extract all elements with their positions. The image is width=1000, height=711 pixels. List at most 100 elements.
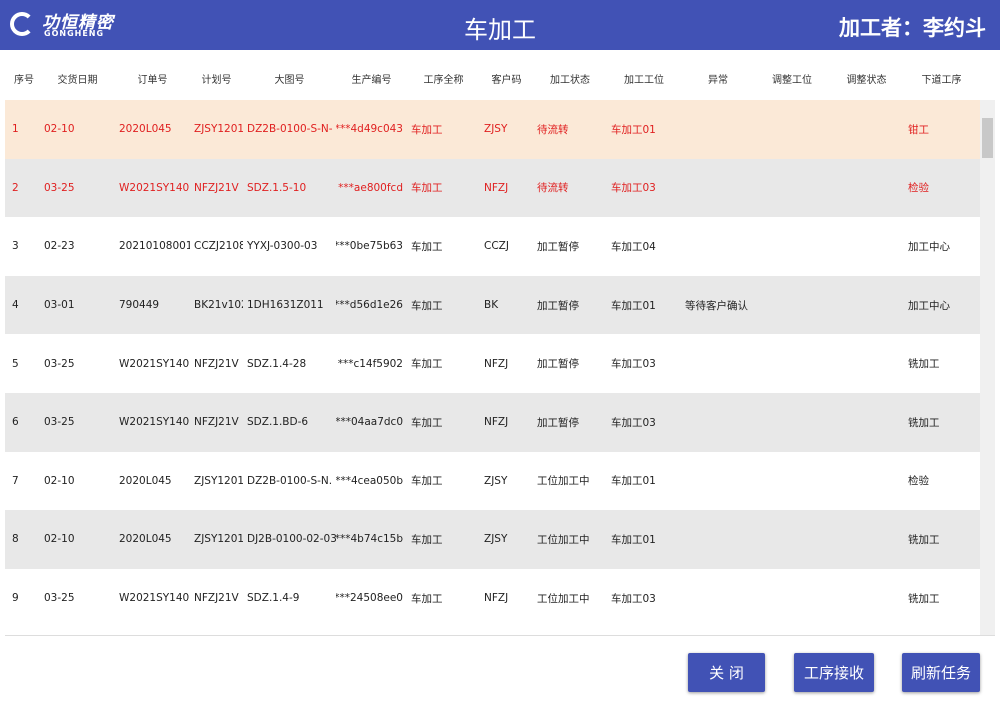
table-cell: 加工暂停: [537, 416, 579, 429]
table-cell: ***4d49c043: [336, 123, 403, 136]
table-cell: 5: [12, 357, 19, 370]
table-cell: 钳工: [908, 123, 929, 136]
table-cell: 加工暂停: [537, 299, 579, 312]
table-cell: 7: [12, 474, 19, 487]
table-cell: 加工中心: [908, 299, 950, 312]
column-header: 客户码: [491, 74, 522, 86]
table-cell: DJ2B-0100-02-03: [247, 533, 336, 546]
table-cell: 加工暂停: [537, 358, 579, 371]
table-cell: CCZJ2108: [194, 240, 243, 253]
scrollbar[interactable]: [980, 100, 995, 635]
table-row[interactable]: 6 03-25 W2021SY140 NFZJ21V SDZ.1.BD-6 ***04aa…: [5, 393, 980, 452]
table-cell: DZ2B-0100-S-N-: [247, 123, 333, 136]
table-cell: ***4cea050b: [336, 474, 403, 487]
table-cell: 车加工: [411, 533, 443, 546]
table-cell: 02-10: [44, 474, 75, 487]
table-cell: 车加工01: [611, 475, 656, 488]
table-cell: 车加工04: [611, 240, 656, 253]
column-header: 序号: [14, 74, 34, 86]
table-cell: 车加工03: [611, 358, 656, 371]
table-cell: 车加工03: [611, 416, 656, 429]
table-cell: 车加工01: [611, 299, 656, 312]
table-cell: 2020L045: [119, 474, 172, 487]
table-cell: 02-10: [44, 123, 75, 136]
table-cell: ZJSY: [484, 123, 508, 136]
table-cell: 铣加工: [908, 416, 940, 429]
table-cell: 铣加工: [908, 358, 940, 371]
table-cell: 车加工: [411, 475, 443, 488]
table-cell: SDZ.1.BD-6: [247, 416, 309, 429]
table-cell: 2020L045: [119, 533, 172, 546]
table-row[interactable]: 8 02-10 2020L045 ZJSY1201 DJ2B-0100-02-03 ***…: [5, 510, 980, 569]
task-table: 序号 交货日期 订单号 计划号 大图号 生产编号 工序全称 客户码 加工状态 加工工位 异常 调整工位…: [5, 57, 995, 636]
table-cell: 8: [12, 533, 19, 546]
close-button[interactable]: 关 闭: [688, 653, 765, 692]
column-header: 大图号: [274, 74, 305, 86]
table-cell: 9: [12, 592, 19, 605]
logo: 功恒精密: [42, 13, 114, 33]
table-cell: 检验: [908, 475, 929, 488]
table-cell: NFZJ21V: [194, 181, 239, 194]
table-cell: ***ae800fcd: [338, 181, 403, 194]
table-cell: W2021SY140: [119, 416, 190, 429]
refresh-button[interactable]: 刷新任务: [902, 653, 980, 692]
table-cell: 03-25: [44, 181, 75, 194]
table-cell: 02-10: [44, 533, 75, 546]
table-row[interactable]: 2 03-25 W2021SY140 NFZJ21V SDZ.1.5-10 ***ae80…: [5, 158, 980, 218]
table-cell: 20210108001: [119, 240, 190, 253]
table-row[interactable]: 7 02-10 2020L045 ZJSY1201 DZ2B-0100-S-N. ***4…: [5, 451, 980, 511]
table-cell: NFZJ21V: [194, 357, 239, 370]
table-cell: 铣加工: [908, 533, 940, 546]
table-cell: ***0be75b63: [336, 240, 403, 253]
column-header: 加工状态: [550, 74, 590, 86]
table-cell: 03-25: [44, 416, 75, 429]
table-row[interactable]: 4 03-01 790449 BK21v102 1DH1631Z011 ***d56d1e…: [5, 275, 980, 335]
column-header: 加工工位: [624, 74, 664, 86]
table-cell: 检验: [908, 182, 929, 195]
table-cell: NFZJ: [484, 357, 509, 370]
table-cell: 车加工: [411, 240, 443, 253]
table-cell: W2021SY140: [119, 181, 190, 194]
table-cell: 1: [12, 123, 19, 136]
column-header: 生产编号: [351, 74, 392, 86]
table-cell: SDZ.1.4-28: [247, 357, 307, 370]
column-header: 调整状态: [846, 74, 887, 86]
table-row[interactable]: 5 03-25 W2021SY140 NFZJ21V SDZ.1.4-28 ***c14f…: [5, 334, 980, 393]
table-cell: YYXJ-0300-03: [247, 240, 318, 253]
table-cell: NFZJ: [484, 592, 509, 605]
receive-button[interactable]: 工序接收: [794, 653, 874, 692]
table-cell: 等待客户确认: [685, 299, 748, 312]
table-cell: 车加工: [411, 592, 443, 605]
table-cell: ZJSY: [484, 533, 508, 546]
table-cell: 3: [12, 240, 19, 253]
table-cell: 车加工01: [611, 533, 656, 546]
table-cell: 车加工01: [611, 123, 656, 136]
logo-icon: [10, 12, 34, 36]
table-cell: W2021SY140: [119, 357, 190, 370]
table-cell: 2020L045: [119, 123, 172, 136]
scroll-thumb[interactable]: [982, 118, 993, 158]
table-cell: 待流转: [537, 182, 569, 195]
table-cell: 车加工: [411, 299, 443, 312]
table-cell: NFZJ: [484, 181, 509, 194]
table-row[interactable]: 1 02-10 2020L045 ZJSY1201 DZ2B-0100-S-N- ***4…: [5, 100, 980, 159]
table-cell: 1DH1631Z011: [247, 299, 324, 312]
table-row[interactable]: 9 03-25 W2021SY140 NFZJ21V SDZ.1.4-9 ***24508…: [5, 568, 980, 628]
table-cell: 03-25: [44, 592, 75, 605]
column-header: 调整工位: [772, 74, 812, 86]
table-cell: ***d56d1e26: [336, 299, 403, 312]
column-header: 交货日期: [57, 74, 98, 86]
table-cell: ***24508ee0: [336, 592, 403, 605]
table-cell: 铣加工: [908, 592, 940, 605]
table-cell: ZJSY1201: [194, 533, 243, 546]
table-cell: CCZJ: [484, 240, 509, 253]
table-cell: 2: [12, 181, 19, 194]
logo-sub: GONGHENG: [44, 29, 105, 38]
table-row[interactable]: 3 02-23 20210108001 CCZJ2108 YYXJ-0300-03 ***…: [5, 217, 980, 276]
table-cell: 工位加工中: [537, 533, 590, 546]
table-cell: 车加工03: [611, 182, 656, 195]
table-cell: NFZJ21V: [194, 592, 239, 605]
table-cell: ZJSY1201: [194, 474, 243, 487]
table-cell: ***c14f5902: [337, 357, 403, 370]
